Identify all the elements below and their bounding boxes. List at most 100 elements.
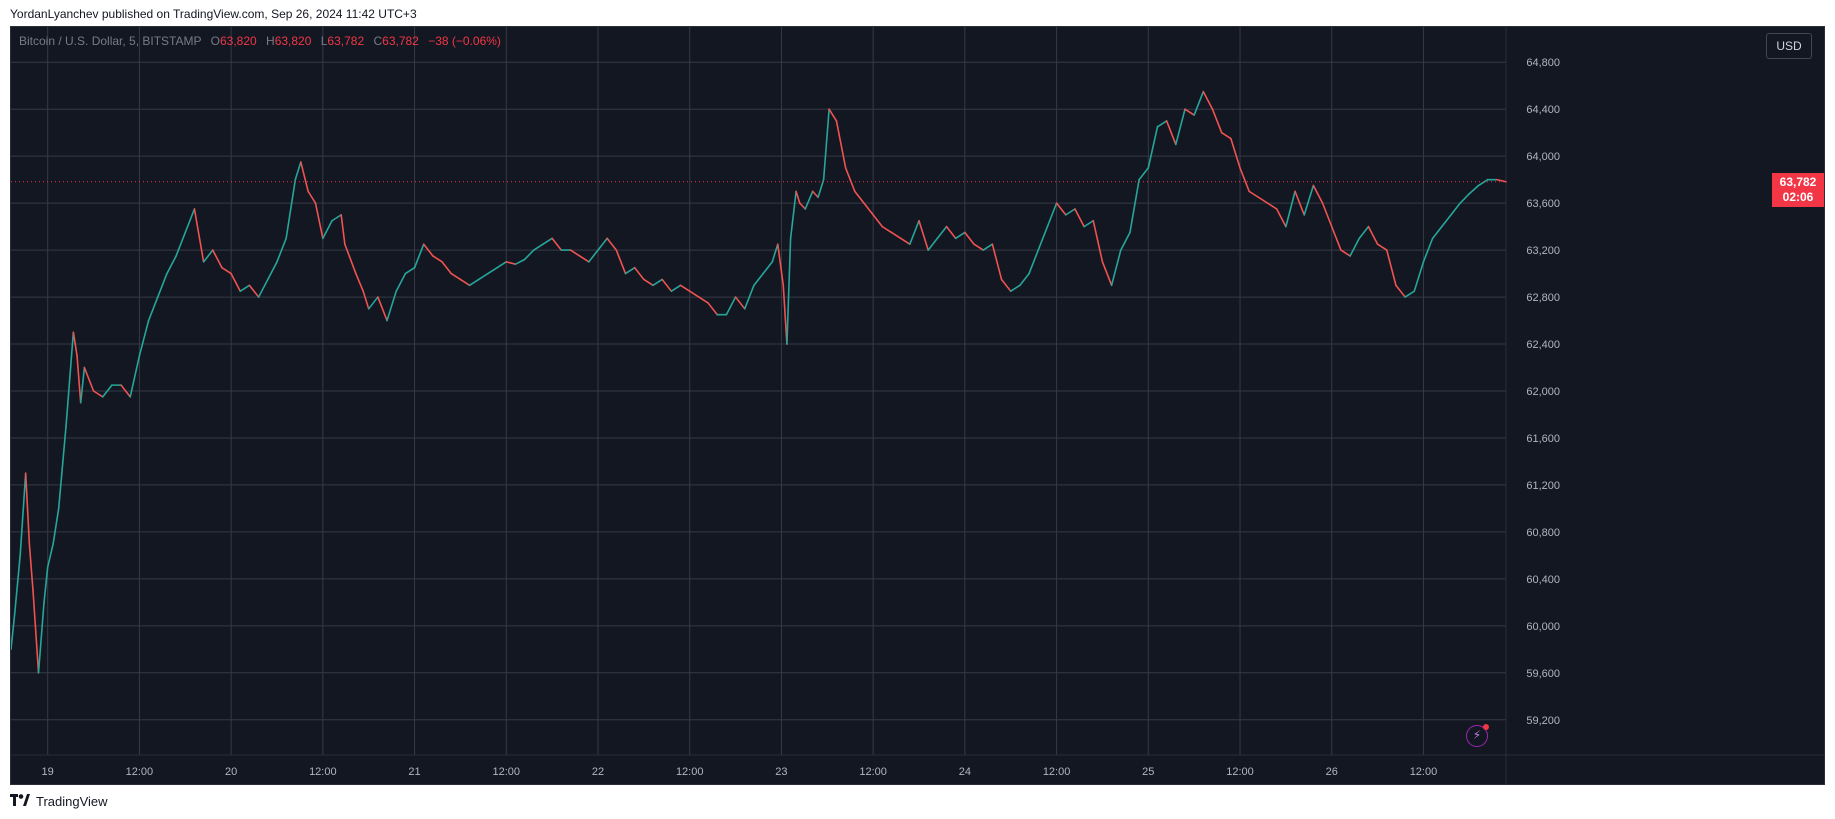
bar-countdown: 02:06	[1782, 189, 1814, 204]
price-segment	[28, 542, 34, 592]
price-segment	[248, 284, 260, 298]
price-segment	[459, 278, 471, 287]
price-segment	[786, 237, 792, 345]
price-segment	[643, 278, 654, 287]
x-tick-label: 19	[42, 766, 54, 778]
price-segment	[294, 161, 302, 181]
price-segment	[578, 255, 590, 263]
price-segment	[340, 214, 346, 246]
price-segment	[1202, 90, 1214, 110]
price-segment	[1147, 126, 1159, 169]
close-key: C	[373, 34, 383, 48]
currency-button[interactable]: USD	[1766, 33, 1812, 59]
price-segment	[1450, 202, 1461, 216]
price-segment	[633, 266, 645, 281]
close-value: 63,782	[382, 34, 419, 48]
y-tick-label: 59,600	[1526, 668, 1560, 680]
price-segment	[1266, 202, 1278, 210]
price-segment	[1358, 225, 1370, 240]
price-segment	[413, 243, 425, 269]
price-segment	[422, 243, 434, 257]
price-segment	[1404, 290, 1416, 298]
low-key: L	[320, 34, 328, 48]
price-segment	[1239, 167, 1250, 193]
price-segment	[386, 290, 398, 322]
y-tick-label: 62,400	[1526, 339, 1560, 351]
price-segment	[1083, 219, 1095, 228]
price-segment	[844, 167, 856, 193]
price-segment	[1312, 184, 1324, 204]
price-segment	[1129, 178, 1140, 234]
price-segment	[804, 190, 814, 210]
brand-footer[interactable]: TradingView	[10, 792, 108, 810]
price-segment	[184, 208, 196, 234]
price-segment	[72, 331, 78, 357]
price-segment	[147, 296, 159, 322]
price-chart[interactable]: 59,200 59,600 60,000 60,400 60,800 61,200 61,6…	[11, 27, 1825, 785]
price-segment	[355, 272, 364, 292]
price-segment	[776, 243, 785, 287]
price-segment	[936, 225, 948, 240]
price-segment	[597, 237, 608, 251]
price-segment	[1211, 108, 1223, 134]
price-segment	[285, 178, 297, 240]
price-segment	[1477, 178, 1489, 187]
price-segment	[514, 258, 526, 265]
price-segment	[811, 190, 819, 199]
price-segment	[1349, 237, 1361, 257]
price-segment	[1019, 272, 1030, 287]
price-segment	[1459, 192, 1471, 204]
price-segment	[606, 237, 618, 251]
price-segment	[477, 272, 489, 281]
price-segment	[1413, 261, 1425, 292]
price-segment	[854, 190, 865, 204]
price-segment	[789, 190, 797, 240]
symbol-name[interactable]: Bitcoin / U.S. Dollar, 5, BITSTAMP	[19, 34, 202, 48]
y-tick-label: 61,600	[1526, 433, 1560, 445]
price-segment	[707, 302, 719, 316]
x-tick-label: 22	[592, 766, 604, 778]
price-segment	[267, 261, 278, 281]
price-segment	[257, 278, 269, 298]
x-tick-label: 21	[408, 766, 420, 778]
price-segment	[1184, 108, 1195, 116]
price-segment	[909, 219, 920, 246]
price-segment	[688, 290, 700, 298]
price-segment	[1156, 120, 1168, 128]
price-segment	[239, 284, 251, 292]
price-segment	[193, 208, 205, 263]
price-segment	[973, 243, 985, 251]
price-segment	[276, 237, 287, 263]
price-segment	[505, 261, 517, 265]
price-segment	[79, 366, 86, 404]
price-segment	[1119, 231, 1131, 251]
bolt-icon[interactable]: ⚡	[1466, 724, 1489, 747]
price-segment	[798, 202, 807, 210]
price-segment	[377, 296, 388, 322]
price-segment	[863, 202, 874, 216]
price-segment	[725, 296, 737, 316]
price-segment	[782, 284, 788, 345]
brand-name: TradingView	[36, 793, 108, 809]
x-tick-label: 23	[775, 766, 787, 778]
price-segment	[624, 266, 636, 275]
price-segment	[76, 354, 82, 404]
price-segment	[450, 272, 462, 281]
price-segment	[1468, 184, 1480, 195]
published-by-line: YordanLyanchev published on TradingView.…	[10, 7, 417, 21]
high-key: H	[266, 34, 275, 48]
price-segment	[1000, 278, 1012, 292]
price-segment	[166, 255, 177, 275]
x-tick-label: 12:00	[1226, 766, 1254, 778]
price-segment	[991, 243, 1003, 281]
price-segment	[1285, 190, 1296, 228]
chart-panel[interactable]: 59,200 59,600 60,000 60,400 60,800 61,200 61,6…	[10, 26, 1825, 785]
price-segment	[37, 601, 45, 674]
price-segment	[221, 266, 232, 275]
x-tick-label: 12:00	[309, 766, 337, 778]
price-segment	[1395, 284, 1406, 298]
y-tick-label: 63,200	[1526, 245, 1560, 257]
x-tick-label: 12:00	[493, 766, 521, 778]
price-segment	[1248, 190, 1260, 199]
price-segment	[1376, 243, 1388, 251]
